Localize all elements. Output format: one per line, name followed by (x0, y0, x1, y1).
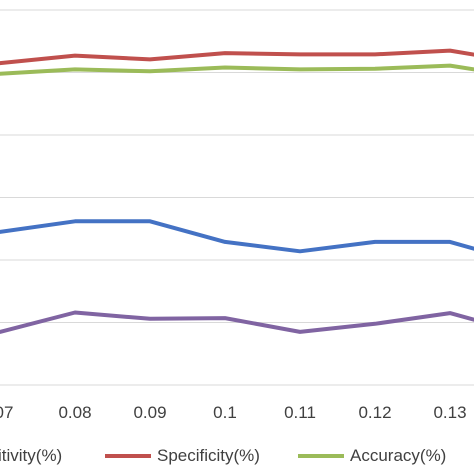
x-tick-label: 0.12 (358, 403, 391, 422)
x-tick-label: 0.08 (58, 403, 91, 422)
series-lines (0, 48, 474, 334)
x-tick-label: 07 (0, 403, 13, 422)
x-tick-label: 0.1 (213, 403, 237, 422)
series-line-2 (0, 48, 474, 66)
gridlines (0, 9, 474, 386)
x-tick-label: 0.11 (284, 403, 316, 422)
x-axis-ticks: 07 0.08 0.09 0.1 0.11 0.12 0.13 (0, 403, 467, 422)
legend-label: Accuracy(%) (350, 446, 446, 465)
legend: itivity(%) Specificity(%) Accuracy(%) (0, 446, 446, 465)
series-line-1 (0, 219, 474, 254)
series-line-3 (0, 63, 474, 76)
x-tick-label: 0.09 (133, 403, 166, 422)
series-line-4 (0, 310, 474, 334)
legend-label: Specificity(%) (157, 446, 260, 465)
x-tick-label: 0.13 (433, 403, 466, 422)
legend-label: itivity(%) (0, 446, 62, 465)
